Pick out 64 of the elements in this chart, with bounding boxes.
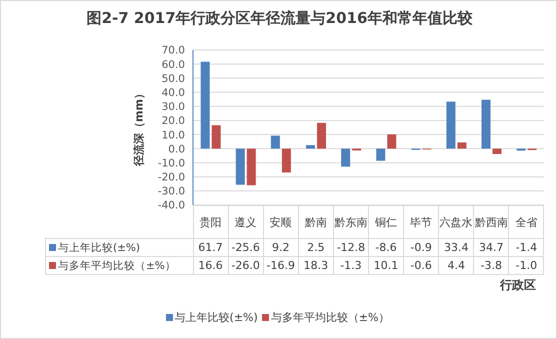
data-label: 10.1 <box>368 256 404 274</box>
data-label: 34.7 <box>474 238 509 256</box>
data-label: -3.8 <box>474 256 509 274</box>
bar <box>387 134 396 149</box>
x-tick-label: 安顺 <box>263 206 298 238</box>
x-tick-label: 遵义 <box>228 206 264 238</box>
text: 与上年比较(±%) <box>174 311 258 324</box>
legend-label: 与多年平均比较（±%） <box>46 256 193 274</box>
data-label: 61.7 <box>193 238 228 256</box>
x-tick-label: 黔南 <box>298 206 334 238</box>
bar <box>341 148 350 167</box>
y-tick-label: -30.0 <box>158 186 185 198</box>
bar <box>492 148 502 154</box>
x-tick-label: 全省 <box>508 206 544 238</box>
y-tick-label: 60.0 <box>162 58 185 71</box>
y-axis-title: 径流深（mm） <box>132 88 146 166</box>
bar <box>246 148 256 186</box>
bar <box>236 148 245 185</box>
data-label: -12.8 <box>333 238 368 256</box>
data-label: 9.2 <box>263 238 298 256</box>
data-label: 2.5 <box>298 238 334 256</box>
y-tick-label: 0.0 <box>168 143 185 156</box>
bar <box>446 102 456 149</box>
data-label: -1.3 <box>333 256 368 274</box>
y-tick-label: 10.0 <box>162 129 185 142</box>
bar <box>200 62 210 149</box>
data-label: -0.9 <box>404 238 439 256</box>
y-tick-label: -10.0 <box>158 157 185 170</box>
x-tick-label: 贵阳 <box>193 206 228 238</box>
y-tick-label: 50.0 <box>162 72 185 85</box>
bar <box>376 148 386 161</box>
data-label: 4.4 <box>438 256 474 274</box>
data-label: -8.6 <box>368 238 404 256</box>
y-tick-label: -40.0 <box>158 200 185 212</box>
data-label: -16.9 <box>263 256 298 274</box>
x-axis-title: 行政区 <box>500 277 536 294</box>
x-tick-label: 六盘水 <box>438 206 474 238</box>
x-tick-label: 铜仁 <box>368 206 404 238</box>
legend-label: 与上年比较(±%) <box>46 238 193 256</box>
bar <box>457 142 466 149</box>
data-label: 16.6 <box>193 256 228 274</box>
x-tick-label: 毕节 <box>404 206 439 238</box>
data-label: -1.4 <box>508 238 544 256</box>
data-label: 18.3 <box>298 256 334 274</box>
bar <box>212 125 221 149</box>
y-tick-label: 40.0 <box>162 87 185 99</box>
bar <box>270 136 280 149</box>
bar <box>282 148 291 172</box>
x-tick-label: 黔东南 <box>333 206 368 238</box>
y-tick-label: 20.0 <box>162 115 185 128</box>
y-tick-label: 30.0 <box>162 101 185 114</box>
y-tick-label: -20.0 <box>158 172 185 184</box>
bar <box>482 100 491 149</box>
data-label: 33.4 <box>438 238 474 256</box>
x-tick-label: 黔西南 <box>474 206 509 238</box>
data-label: -0.6 <box>404 256 439 274</box>
data-label: -1.0 <box>508 256 544 274</box>
chart-title: 图2-7 2017年行政分区年径流量与2016年和常年值比较 <box>86 9 474 28</box>
data-label: -26.0 <box>228 256 264 274</box>
text: 与多年平均比较（±%） <box>270 311 390 324</box>
bar <box>317 122 326 149</box>
y-tick-label: 70.0 <box>162 44 185 57</box>
data-label: -25.6 <box>228 238 264 256</box>
bar <box>306 145 316 149</box>
